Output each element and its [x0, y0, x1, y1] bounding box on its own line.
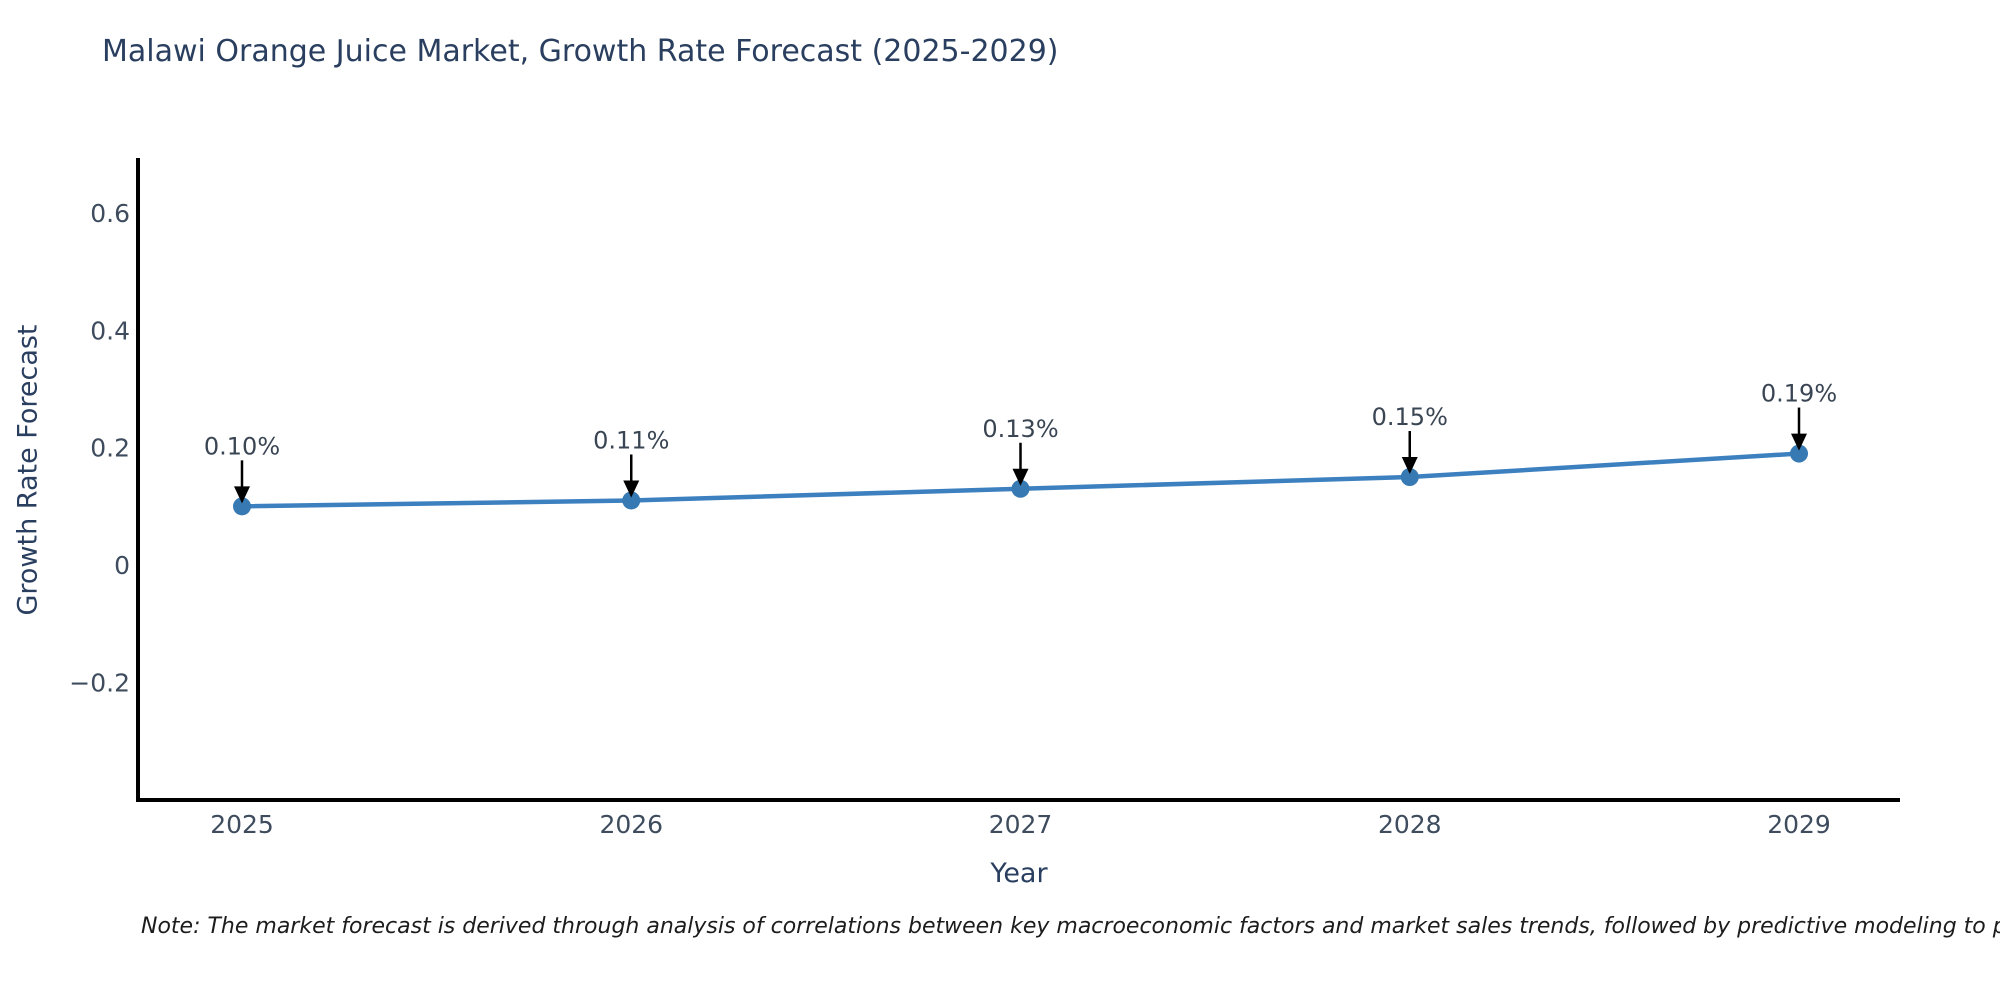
- data-point: [622, 491, 641, 510]
- x-axis-title: Year: [990, 858, 1048, 889]
- data-point: [1400, 468, 1419, 487]
- annotation-label: 0.13%: [982, 415, 1058, 443]
- annotation-label: 0.19%: [1761, 380, 1837, 408]
- x-tick-label: 2027: [989, 810, 1053, 839]
- annotation-arrowhead: [1791, 433, 1807, 451]
- x-tick-label: 2028: [1378, 810, 1442, 839]
- y-tick-label: 0.6: [90, 199, 130, 228]
- annotation-label: 0.11%: [593, 426, 669, 454]
- x-tick-label: 2025: [210, 810, 274, 839]
- y-tick-label: 0.2: [90, 434, 130, 463]
- data-point: [1790, 444, 1808, 463]
- annotation-arrowhead: [234, 486, 250, 504]
- annotation-arrowhead: [1401, 457, 1418, 475]
- footnote: Note: The market forecast is derived thr…: [141, 914, 2000, 939]
- data-point: [1011, 479, 1030, 498]
- y-tick-label: 0: [114, 551, 130, 580]
- y-tick-label: −0.2: [69, 668, 130, 697]
- annotation-label: 0.15%: [1372, 403, 1448, 431]
- x-tick-label: 2026: [599, 810, 663, 839]
- annotation-label: 0.10%: [204, 432, 280, 460]
- data-point: [233, 497, 251, 516]
- chart-title: Malawi Orange Juice Market, Growth Rate …: [102, 34, 1059, 69]
- y-tick-label: 0.4: [90, 316, 130, 345]
- x-tick-label: 2029: [1767, 810, 1831, 839]
- annotation-arrowhead: [1012, 468, 1029, 486]
- annotation-arrowhead: [623, 480, 640, 498]
